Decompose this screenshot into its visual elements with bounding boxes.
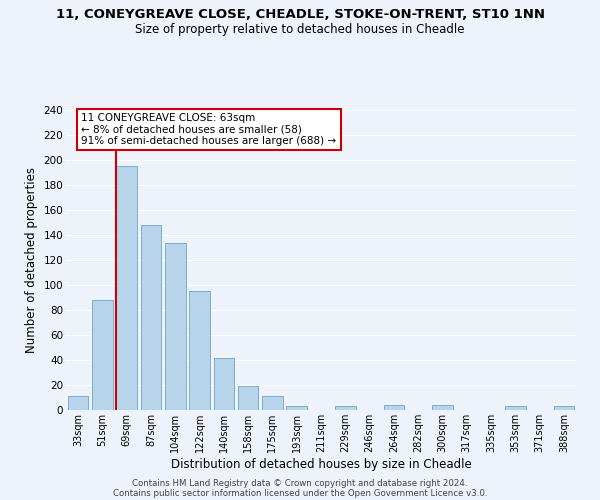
Text: 11 CONEYGREAVE CLOSE: 63sqm
← 8% of detached houses are smaller (58)
91% of semi: 11 CONEYGREAVE CLOSE: 63sqm ← 8% of deta… xyxy=(82,113,337,146)
Text: Contains public sector information licensed under the Open Government Licence v3: Contains public sector information licen… xyxy=(113,488,487,498)
Bar xyxy=(140,225,161,410)
Bar xyxy=(505,406,526,410)
Text: 11, CONEYGREAVE CLOSE, CHEADLE, STOKE-ON-TRENT, ST10 1NN: 11, CONEYGREAVE CLOSE, CHEADLE, STOKE-ON… xyxy=(56,8,545,20)
Y-axis label: Number of detached properties: Number of detached properties xyxy=(25,167,38,353)
Bar xyxy=(554,406,574,410)
Bar xyxy=(432,405,453,410)
X-axis label: Distribution of detached houses by size in Cheadle: Distribution of detached houses by size … xyxy=(170,458,472,470)
Bar xyxy=(335,406,356,410)
Bar xyxy=(92,300,113,410)
Bar xyxy=(238,386,259,410)
Text: Contains HM Land Registry data © Crown copyright and database right 2024.: Contains HM Land Registry data © Crown c… xyxy=(132,478,468,488)
Bar xyxy=(214,358,234,410)
Bar xyxy=(165,242,185,410)
Bar xyxy=(286,406,307,410)
Bar xyxy=(383,405,404,410)
Bar xyxy=(68,396,88,410)
Bar xyxy=(262,396,283,410)
Text: Size of property relative to detached houses in Cheadle: Size of property relative to detached ho… xyxy=(135,22,465,36)
Bar xyxy=(189,291,210,410)
Bar xyxy=(116,166,137,410)
